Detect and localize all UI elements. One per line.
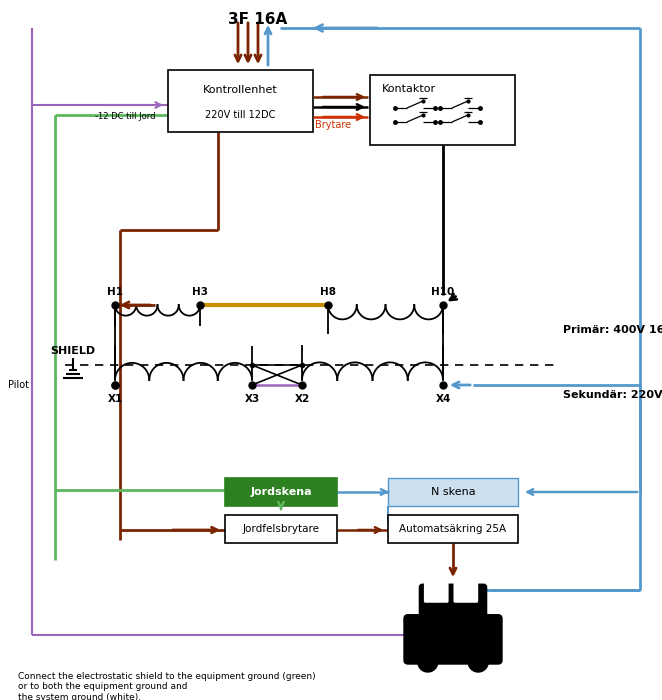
FancyBboxPatch shape [420,584,487,622]
Circle shape [468,652,488,672]
Text: Kontaktor: Kontaktor [382,84,436,94]
Text: H1: H1 [107,287,123,297]
Text: X1: X1 [107,394,122,404]
Text: Connect the electrostatic shield to the equipment ground (green)
or to both the : Connect the electrostatic shield to the … [18,672,316,700]
Text: H3: H3 [192,287,208,297]
Text: Automatsäkring 25A: Automatsäkring 25A [399,524,506,534]
Bar [388,515,518,543]
Text: -12 DC till Jord: -12 DC till Jord [95,112,156,121]
Bar [225,515,337,543]
Text: N skena: N skena [431,487,475,497]
FancyBboxPatch shape [453,581,478,603]
Bar [388,478,518,506]
Text: H8: H8 [320,287,336,297]
Bar [370,75,515,145]
Text: 3F 16A: 3F 16A [228,12,287,27]
Text: H10: H10 [432,287,455,297]
Bar [168,70,313,132]
Bar [225,478,337,506]
Text: Pilot: Pilot [8,380,29,390]
Text: X2: X2 [295,394,310,404]
Text: 220V till 12DC: 220V till 12DC [205,110,275,120]
Text: Kontrollenhet: Kontrollenhet [203,85,278,95]
FancyBboxPatch shape [404,615,502,664]
Text: Jordfelsbrytare: Jordfelsbrytare [242,524,320,534]
Text: X4: X4 [436,394,451,404]
Text: Sekundär: 220V 32A: Sekundär: 220V 32A [563,390,662,400]
Text: SHIELD: SHIELD [50,346,95,356]
Circle shape [418,652,438,672]
FancyBboxPatch shape [424,581,449,603]
Text: X3: X3 [244,394,260,404]
Text: Jordskena: Jordskena [250,487,312,497]
Text: Brytare: Brytare [315,120,351,130]
Text: Primär: 400V 16A: Primär: 400V 16A [563,325,662,335]
